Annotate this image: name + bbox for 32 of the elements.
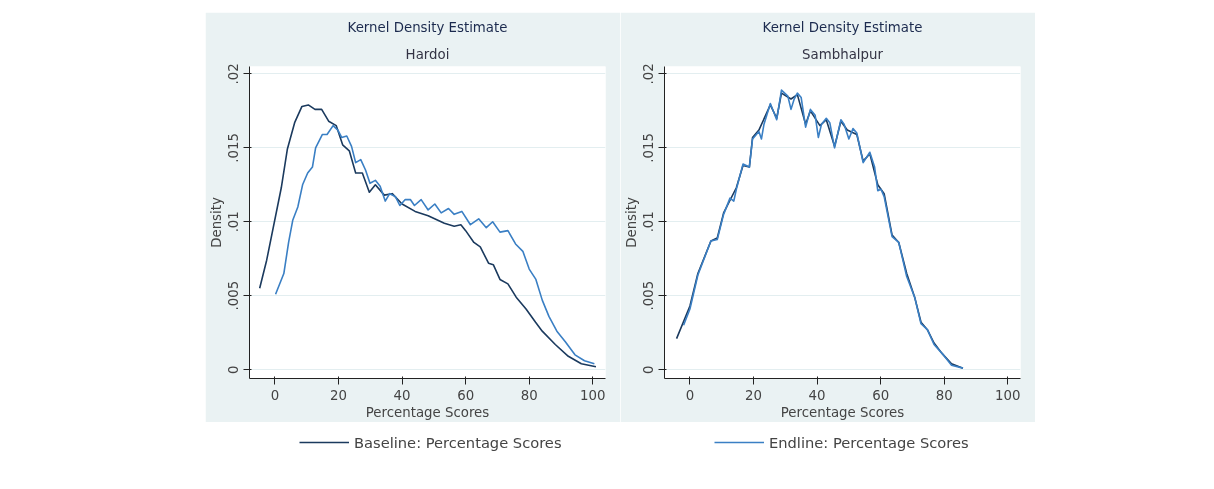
y-tick-label: .01 <box>226 211 242 233</box>
y-tick-label: .02 <box>226 63 242 85</box>
x-tick-label: 40 <box>808 387 826 403</box>
y-tick-label: .02 <box>641 63 657 85</box>
chart-title: Kernel Density Estimate <box>762 19 923 35</box>
y-tick-label: .005 <box>226 280 242 311</box>
x-tick-label: 80 <box>935 387 953 403</box>
y-tick-label: .015 <box>641 132 657 163</box>
x-tick-label: 20 <box>745 387 762 403</box>
x-axis-title: Percentage Scores <box>780 404 905 420</box>
y-tick-label: .005 <box>641 280 657 311</box>
y-tick-label: 0 <box>226 365 242 374</box>
x-tick-label: 100 <box>580 387 606 403</box>
chart-subtitle: Hardoi <box>405 46 450 62</box>
y-tick-label: .01 <box>641 211 657 233</box>
x-axis-title: Percentage Scores <box>365 404 490 420</box>
x-tick-label: 60 <box>457 387 475 403</box>
y-tick-label: .015 <box>226 132 242 163</box>
y-axis-title: Density <box>623 197 639 248</box>
chart-title: Kernel Density Estimate <box>347 19 508 35</box>
chart-subtitle: Sambhalpur <box>802 46 884 62</box>
legend-label: Endline: Percentage Scores <box>769 433 969 451</box>
y-axis-title: Density <box>208 197 224 248</box>
y-tick-label: 0 <box>641 365 657 374</box>
x-tick-label: 100 <box>995 387 1021 403</box>
x-tick-label: 0 <box>685 387 695 403</box>
x-tick-label: 60 <box>872 387 890 403</box>
legend-label: Baseline: Percentage Scores <box>354 433 562 451</box>
x-tick-label: 20 <box>330 387 347 403</box>
x-tick-label: 0 <box>270 387 280 403</box>
x-tick-label: 80 <box>520 387 538 403</box>
x-tick-label: 40 <box>393 387 411 403</box>
